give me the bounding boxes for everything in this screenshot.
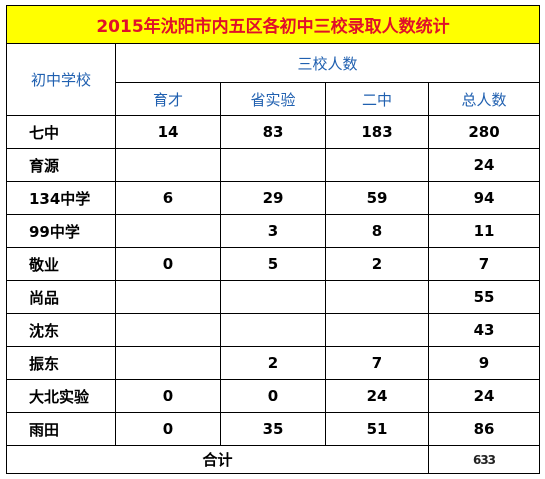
cell-shengshiyan: 83 [220, 115, 326, 149]
cell-shengshiyan: 35 [220, 412, 326, 446]
cell-erzhong: 183 [325, 115, 429, 149]
cell-total: 24 [427, 379, 541, 413]
cell-shengshiyan [220, 148, 326, 182]
cell-total: 86 [427, 412, 541, 446]
school-name: 134中学 [6, 181, 116, 215]
cell-erzhong: 2 [325, 247, 429, 281]
cell-shengshiyan: 3 [220, 214, 326, 248]
cell-erzhong: 7 [325, 346, 429, 380]
school-name: 沈东 [6, 313, 116, 347]
cell-total: 43 [427, 313, 541, 347]
cell-erzhong [325, 148, 429, 182]
school-name: 振东 [6, 346, 116, 380]
cell-yucai [115, 346, 221, 380]
table-title: 2015年沈阳市内五区各初中三校录取人数统计 [5, 5, 541, 44]
table-row: 沈东 43 [6, 313, 541, 347]
school-name: 大北实验 [6, 379, 116, 413]
school-name: 99中学 [6, 214, 116, 248]
cell-yucai: 14 [115, 115, 221, 149]
cell-shengshiyan: 5 [220, 247, 326, 281]
cell-yucai [115, 148, 221, 182]
cell-erzhong [325, 280, 429, 314]
cell-shengshiyan: 29 [220, 181, 326, 215]
group-header: 三校人数 [114, 43, 541, 83]
total-label: 合计 [6, 445, 429, 474]
table-row: 99中学 3 8 11 [6, 214, 541, 248]
table-row: 雨田 0 35 51 86 [6, 412, 541, 446]
school-name: 育源 [6, 148, 116, 182]
cell-yucai: 6 [115, 181, 221, 215]
table-row: 134中学 6 29 59 94 [6, 181, 541, 215]
table-row: 振东 2 7 9 [6, 346, 541, 380]
column-header-shengshiyan: 省实验 [220, 82, 326, 116]
school-name: 七中 [6, 115, 116, 149]
cell-total: 24 [427, 148, 541, 182]
cell-total: 280 [427, 115, 541, 149]
cell-total: 7 [427, 247, 541, 281]
cell-shengshiyan: 0 [220, 379, 326, 413]
cell-total: 94 [427, 181, 541, 215]
cell-shengshiyan: 2 [220, 346, 326, 380]
cell-erzhong: 59 [325, 181, 429, 215]
table-row: 敬业 0 5 2 7 [6, 247, 541, 281]
admission-table: 2015年沈阳市内五区各初中三校录取人数统计 初中学校 三校人数 育才 省实验 … [5, 5, 541, 474]
cell-yucai: 0 [115, 379, 221, 413]
cell-yucai [115, 214, 221, 248]
cell-yucai [115, 280, 221, 314]
cell-total: 11 [427, 214, 541, 248]
column-header-yucai: 育才 [115, 82, 221, 116]
school-name: 敬业 [6, 247, 116, 281]
cell-shengshiyan [220, 313, 326, 347]
cell-yucai: 0 [115, 412, 221, 446]
school-column-header: 初中学校 [6, 43, 116, 116]
cell-total: 55 [427, 280, 541, 314]
school-name: 雨田 [6, 412, 116, 446]
school-name: 尚品 [6, 280, 116, 314]
cell-erzhong: 51 [325, 412, 429, 446]
table-row: 育源 24 [6, 148, 541, 182]
cell-yucai [115, 313, 221, 347]
total-value: 633 [427, 445, 541, 474]
table-row: 大北实验 0 0 24 24 [6, 379, 541, 413]
cell-erzhong [325, 313, 429, 347]
cell-erzhong: 24 [325, 379, 429, 413]
total-row: 合计 633 [6, 445, 541, 474]
table-row: 七中 14 83 183 280 [6, 115, 541, 149]
column-header-total: 总人数 [427, 82, 541, 116]
cell-shengshiyan [220, 280, 326, 314]
cell-yucai: 0 [115, 247, 221, 281]
cell-total: 9 [427, 346, 541, 380]
cell-erzhong: 8 [325, 214, 429, 248]
table-row: 尚品 55 [6, 280, 541, 314]
column-header-erzhong: 二中 [325, 82, 429, 116]
